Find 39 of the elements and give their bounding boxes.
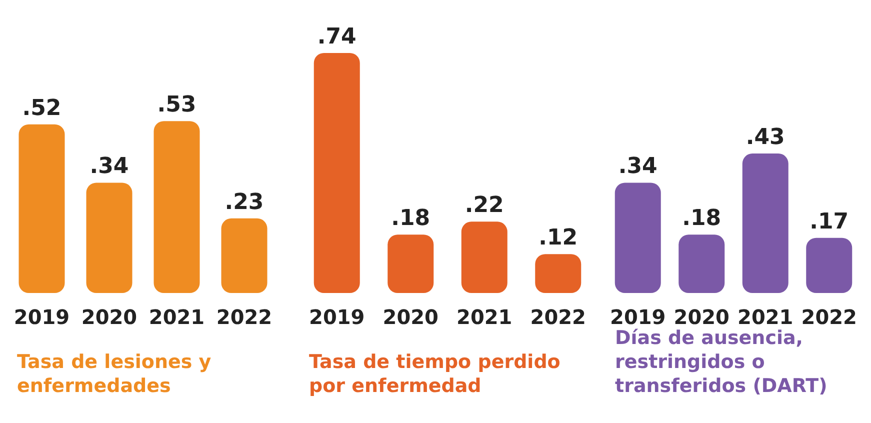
bar — [461, 222, 508, 293]
bar — [314, 53, 360, 293]
x-tick-label: 2022 — [530, 305, 586, 329]
x-tick-label: 2022 — [216, 305, 272, 329]
data-label: .22 — [464, 193, 504, 218]
x-axis-title: Tasa de lesiones y enfermedades — [17, 351, 218, 397]
x-tick-label: 2022 — [801, 305, 857, 329]
bar — [806, 238, 852, 293]
data-label: .12 — [538, 226, 578, 251]
x-axis-title: Tasa de tiempo perdido por enfermedad — [309, 351, 567, 397]
bar — [742, 154, 788, 293]
data-label: .34 — [618, 154, 658, 180]
data-label: .34 — [90, 154, 129, 180]
bar — [388, 234, 434, 293]
x-tick-label: 2021 — [456, 305, 512, 329]
x-tick-label: 2019 — [610, 305, 666, 329]
data-label: .18 — [391, 206, 430, 232]
data-label: .23 — [224, 190, 264, 215]
x-tick-label: 2020 — [382, 305, 438, 329]
bar — [154, 121, 200, 293]
x-tick-label: 2019 — [309, 305, 365, 329]
bar — [535, 254, 582, 293]
bar — [86, 182, 132, 293]
bar — [18, 124, 65, 293]
data-label: .53 — [157, 92, 196, 118]
x-tick-label: 2021 — [148, 305, 205, 329]
data-label: .52 — [22, 96, 62, 121]
x-tick-label: 2019 — [14, 305, 70, 329]
x-tick-label: 2020 — [81, 305, 138, 329]
bar — [221, 218, 268, 293]
bar — [614, 182, 661, 293]
x-tick-label: 2020 — [674, 305, 730, 329]
data-label: .17 — [810, 209, 849, 234]
data-label: .74 — [317, 24, 356, 50]
x-tick-label: 2021 — [738, 305, 794, 329]
bar — [678, 234, 725, 293]
data-label: .18 — [682, 206, 722, 232]
x-axis-title: Días de ausencia, restringidos o transferidos (DART) — [615, 327, 828, 397]
data-label: .43 — [746, 125, 785, 150]
